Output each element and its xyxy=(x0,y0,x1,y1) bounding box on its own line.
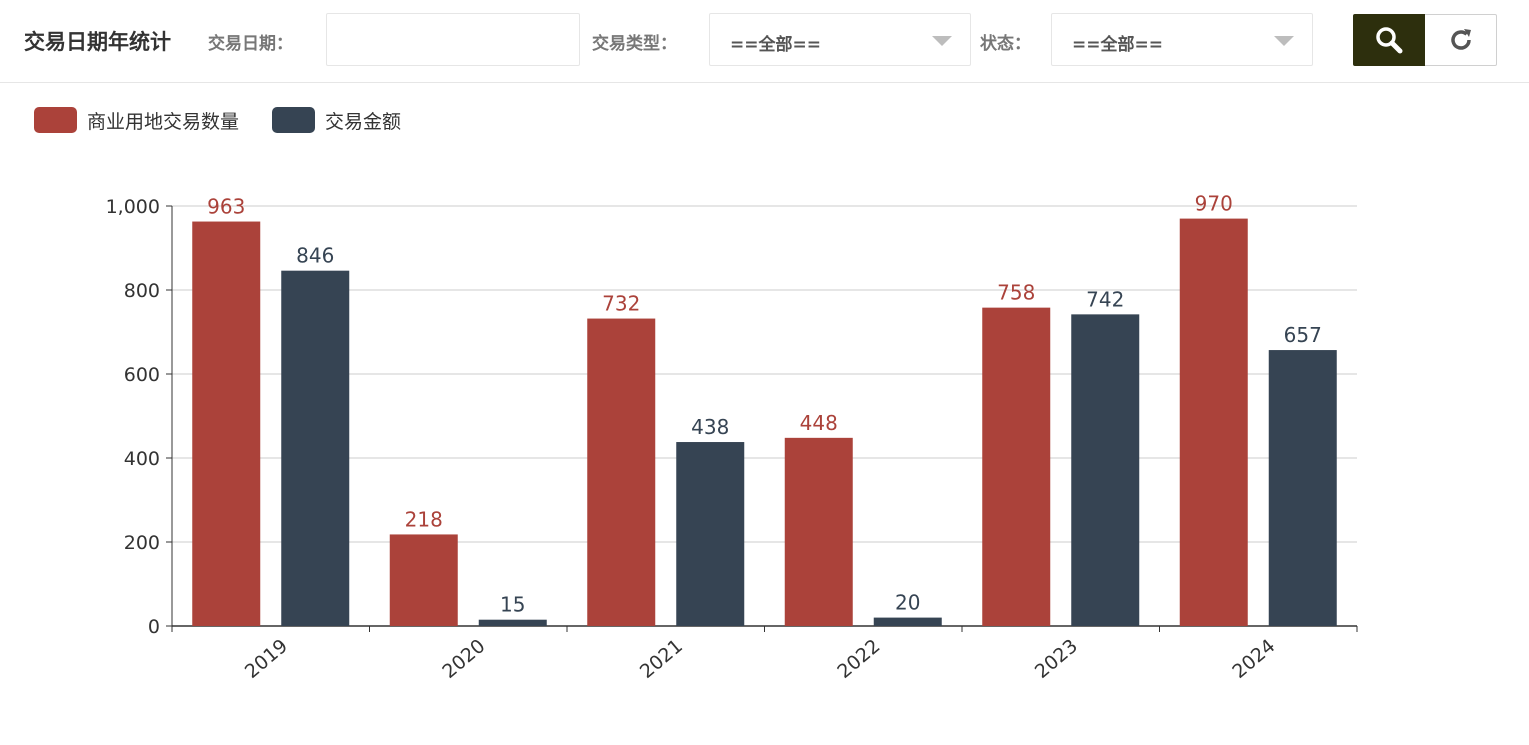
search-icon xyxy=(1376,27,1403,54)
bar-chart: 0 200 400 600 800 1,000 2019 2020 2021 2022 2023 20… xyxy=(106,192,1358,683)
bar-series-2 xyxy=(676,442,745,626)
bar-series-1 xyxy=(982,307,1051,626)
y-tick-label: 800 xyxy=(124,280,160,302)
bar-series-1 xyxy=(587,318,656,626)
legend-swatch-series-2 xyxy=(272,107,315,133)
search-button[interactable] xyxy=(1353,14,1425,66)
x-tick-label: 2022 xyxy=(833,635,884,683)
legend-item-series-1[interactable]: 商业用地交易数量 xyxy=(34,106,239,134)
y-tick-label: 1,000 xyxy=(106,196,160,218)
page-title: 交易日期年统计 xyxy=(24,30,171,54)
data-label-series-2: 20 xyxy=(895,591,920,615)
data-label-series-1: 448 xyxy=(800,411,838,435)
legend-item-series-2[interactable]: 交易金额 xyxy=(272,106,401,134)
date-input[interactable] xyxy=(327,14,579,65)
data-label-series-2: 438 xyxy=(691,415,729,439)
bar-series-1 xyxy=(784,437,853,626)
date-field[interactable] xyxy=(326,13,580,66)
bar-series-1 xyxy=(192,221,261,626)
bar-series-2 xyxy=(478,619,547,626)
x-tick-label: 2024 xyxy=(1228,635,1279,683)
caret-down-icon xyxy=(932,36,952,46)
data-label-series-2: 15 xyxy=(500,593,525,617)
caret-down-icon xyxy=(1274,36,1294,46)
x-tick-label: 2020 xyxy=(438,635,489,683)
bar-series-1 xyxy=(389,534,458,626)
legend-swatch-series-1 xyxy=(34,107,77,133)
y-tick-label: 0 xyxy=(148,616,160,638)
data-label-series-2: 742 xyxy=(1086,287,1124,311)
x-tick-label: 2021 xyxy=(636,635,687,683)
legend-label-series-1: 商业用地交易数量 xyxy=(87,110,240,133)
type-select[interactable]: ==全部== xyxy=(709,13,971,66)
reset-button[interactable] xyxy=(1425,14,1497,66)
bar-series-2 xyxy=(1268,350,1337,626)
y-tick-label: 400 xyxy=(124,448,160,470)
bar-series-2 xyxy=(1071,314,1140,626)
data-label-series-1: 218 xyxy=(405,507,443,531)
bar-series-2 xyxy=(281,270,350,626)
y-tick-label: 600 xyxy=(124,364,160,386)
bar-series-1 xyxy=(1179,218,1248,626)
data-label-series-2: 846 xyxy=(296,244,334,268)
type-filter-label: 交易类型： xyxy=(592,34,677,54)
status-select-value: ==全部== xyxy=(1072,35,1163,55)
type-select-value: ==全部== xyxy=(730,35,821,55)
filter-toolbar: 交易日期年统计 交易日期： 交易类型： ==全部== 状态： ==全部== xyxy=(0,0,1529,83)
data-label-series-1: 963 xyxy=(207,195,245,219)
status-select[interactable]: ==全部== xyxy=(1051,13,1313,66)
data-label-series-1: 732 xyxy=(602,292,640,316)
refresh-icon xyxy=(1450,29,1471,50)
data-label-series-1: 758 xyxy=(997,281,1035,305)
bar-series-2 xyxy=(873,617,942,626)
date-filter-label: 交易日期： xyxy=(208,34,293,54)
x-tick-label: 2019 xyxy=(241,635,292,683)
data-label-series-1: 970 xyxy=(1195,192,1233,216)
x-tick-label: 2023 xyxy=(1031,635,1082,683)
status-filter-label: 状态： xyxy=(980,34,1031,54)
data-label-series-2: 657 xyxy=(1284,323,1322,347)
y-tick-label: 200 xyxy=(124,532,160,554)
legend-label-series-2: 交易金额 xyxy=(325,110,402,133)
